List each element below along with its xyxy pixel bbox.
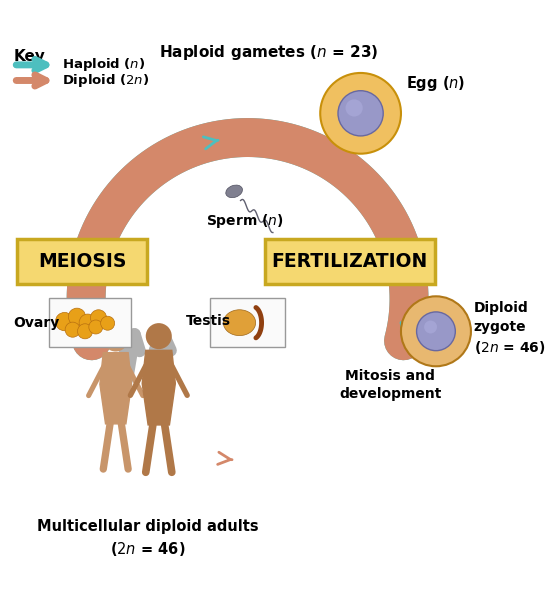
- Circle shape: [417, 312, 455, 350]
- Circle shape: [103, 327, 128, 352]
- Circle shape: [65, 322, 80, 337]
- Circle shape: [90, 310, 107, 326]
- Circle shape: [78, 324, 93, 339]
- Circle shape: [68, 308, 85, 325]
- FancyBboxPatch shape: [265, 239, 435, 285]
- Circle shape: [79, 314, 97, 331]
- Circle shape: [338, 91, 383, 136]
- Text: Multicellular diploid adults
($2n$ = 46): Multicellular diploid adults ($2n$ = 46): [37, 519, 259, 558]
- Text: Ovary: Ovary: [13, 316, 60, 330]
- Polygon shape: [100, 353, 132, 424]
- Text: MEIOSIS: MEIOSIS: [38, 252, 127, 271]
- Ellipse shape: [223, 310, 256, 335]
- Text: Haploid ($n$): Haploid ($n$): [62, 56, 145, 74]
- FancyBboxPatch shape: [210, 298, 285, 347]
- Circle shape: [55, 313, 74, 331]
- FancyBboxPatch shape: [49, 298, 131, 347]
- Text: Testis: Testis: [186, 313, 230, 328]
- Text: Haploid gametes ($n$ = 23): Haploid gametes ($n$ = 23): [160, 43, 379, 62]
- Polygon shape: [142, 350, 175, 425]
- Circle shape: [424, 321, 437, 334]
- Circle shape: [89, 320, 103, 334]
- Text: Key: Key: [13, 48, 45, 64]
- Text: Mitosis and
development: Mitosis and development: [339, 369, 441, 401]
- Text: FERTILIZATION: FERTILIZATION: [272, 252, 428, 271]
- Text: Diploid
zygote
($2n$ = 46): Diploid zygote ($2n$ = 46): [474, 301, 545, 356]
- Text: Sperm ($n$): Sperm ($n$): [206, 212, 284, 230]
- Circle shape: [146, 323, 172, 349]
- Ellipse shape: [226, 185, 243, 198]
- Circle shape: [320, 73, 401, 154]
- Text: Egg ($n$): Egg ($n$): [406, 74, 466, 93]
- FancyBboxPatch shape: [17, 239, 147, 285]
- Circle shape: [401, 296, 471, 367]
- Circle shape: [345, 99, 363, 117]
- Text: Diploid ($2n$): Diploid ($2n$): [62, 72, 149, 89]
- Circle shape: [100, 316, 114, 330]
